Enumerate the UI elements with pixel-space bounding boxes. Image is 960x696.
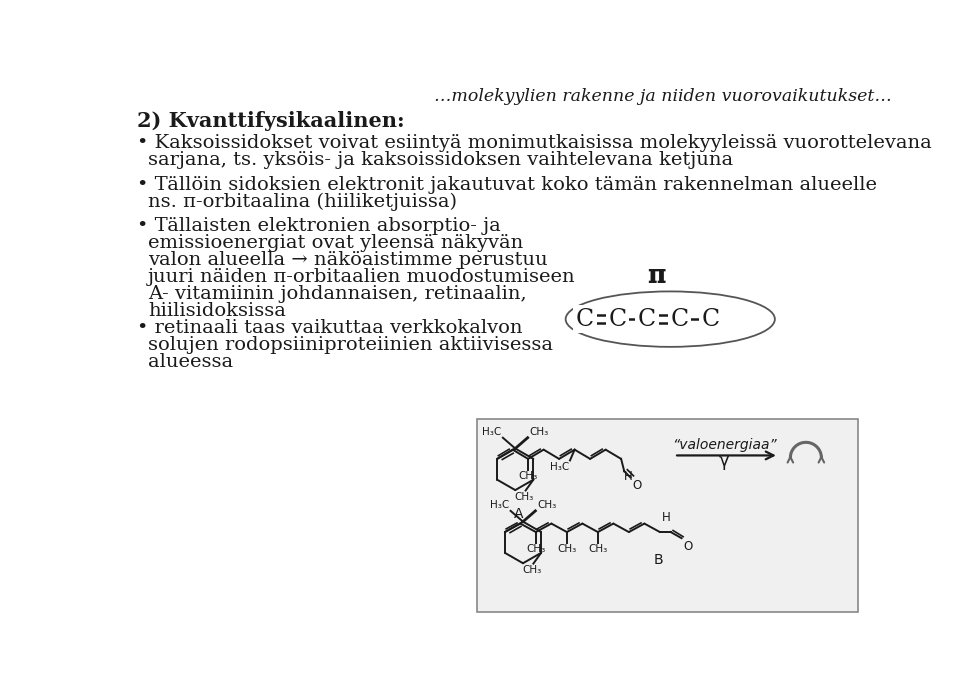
Text: • Kaksoissidokset voivat esiintyä monimutkaisissa molekyyleissä vuorottelevana: • Kaksoissidokset voivat esiintyä monimu… (137, 134, 932, 152)
Text: H: H (661, 512, 670, 524)
Text: C: C (670, 308, 688, 331)
Text: sarjana, ts. yksöis- ja kaksoissidoksen vaihtelevana ketjuna: sarjana, ts. yksöis- ja kaksoissidoksen … (148, 151, 733, 169)
Text: ns. π-orbitaalina (hiiliketjuissa): ns. π-orbitaalina (hiiliketjuissa) (148, 193, 457, 211)
Text: • Tällaisten elektronien absorptio- ja: • Tällaisten elektronien absorptio- ja (137, 217, 501, 235)
FancyBboxPatch shape (476, 419, 858, 612)
Text: C: C (576, 308, 594, 331)
Text: γ: γ (719, 452, 730, 470)
Text: C: C (638, 308, 656, 331)
Text: emissioenergiat ovat yleensä näkyvän: emissioenergiat ovat yleensä näkyvän (148, 235, 523, 253)
Text: H: H (623, 470, 633, 482)
Text: valon alueella → näköaistimme perustuu: valon alueella → näköaistimme perustuu (148, 251, 547, 269)
Text: CH₃: CH₃ (526, 544, 545, 555)
Text: H₃C: H₃C (550, 462, 569, 472)
Text: hiilisidoksissa: hiilisidoksissa (148, 302, 286, 320)
Text: • Tällöin sidoksien elektronit jakautuvat koko tämän rakennelman alueelle: • Tällöin sidoksien elektronit jakautuva… (137, 176, 877, 194)
Text: C: C (702, 308, 720, 331)
Text: H₃C: H₃C (482, 427, 501, 437)
Text: CH₃: CH₃ (529, 427, 548, 437)
Text: alueessa: alueessa (148, 353, 233, 371)
Text: …molekyylien rakenne ja niiden vuorovaikutukset…: …molekyylien rakenne ja niiden vuorovaik… (434, 88, 892, 105)
Text: C: C (609, 308, 627, 331)
Text: O: O (632, 479, 641, 492)
Text: CH₃: CH₃ (518, 471, 538, 481)
Text: CH₃: CH₃ (537, 500, 556, 510)
Text: A: A (515, 507, 524, 521)
Text: B: B (654, 553, 663, 567)
Text: O: O (684, 539, 692, 553)
Text: solujen rodopsiiniproteiinien aktiivisessa: solujen rodopsiiniproteiinien aktiivises… (148, 336, 553, 354)
Text: π: π (647, 264, 665, 288)
Text: • retinaali taas vaikuttaa verkkokalvon: • retinaali taas vaikuttaa verkkokalvon (137, 319, 522, 337)
Text: H₃C: H₃C (490, 500, 509, 510)
Text: juuri näiden π-orbitaalien muodostumiseen: juuri näiden π-orbitaalien muodostumisee… (148, 269, 576, 286)
Text: CH₃: CH₃ (557, 544, 577, 555)
Text: “valoenergiaa”: “valoenergiaa” (672, 438, 777, 452)
Text: 2) Kvanttifysikaalinen:: 2) Kvanttifysikaalinen: (137, 111, 405, 132)
Text: π: π (647, 263, 665, 287)
Text: A- vitamiinin johdannaisen, retinaalin,: A- vitamiinin johdannaisen, retinaalin, (148, 285, 526, 303)
Text: CH₃: CH₃ (515, 492, 534, 502)
Text: CH₃: CH₃ (522, 565, 541, 575)
Text: CH₃: CH₃ (588, 544, 608, 555)
